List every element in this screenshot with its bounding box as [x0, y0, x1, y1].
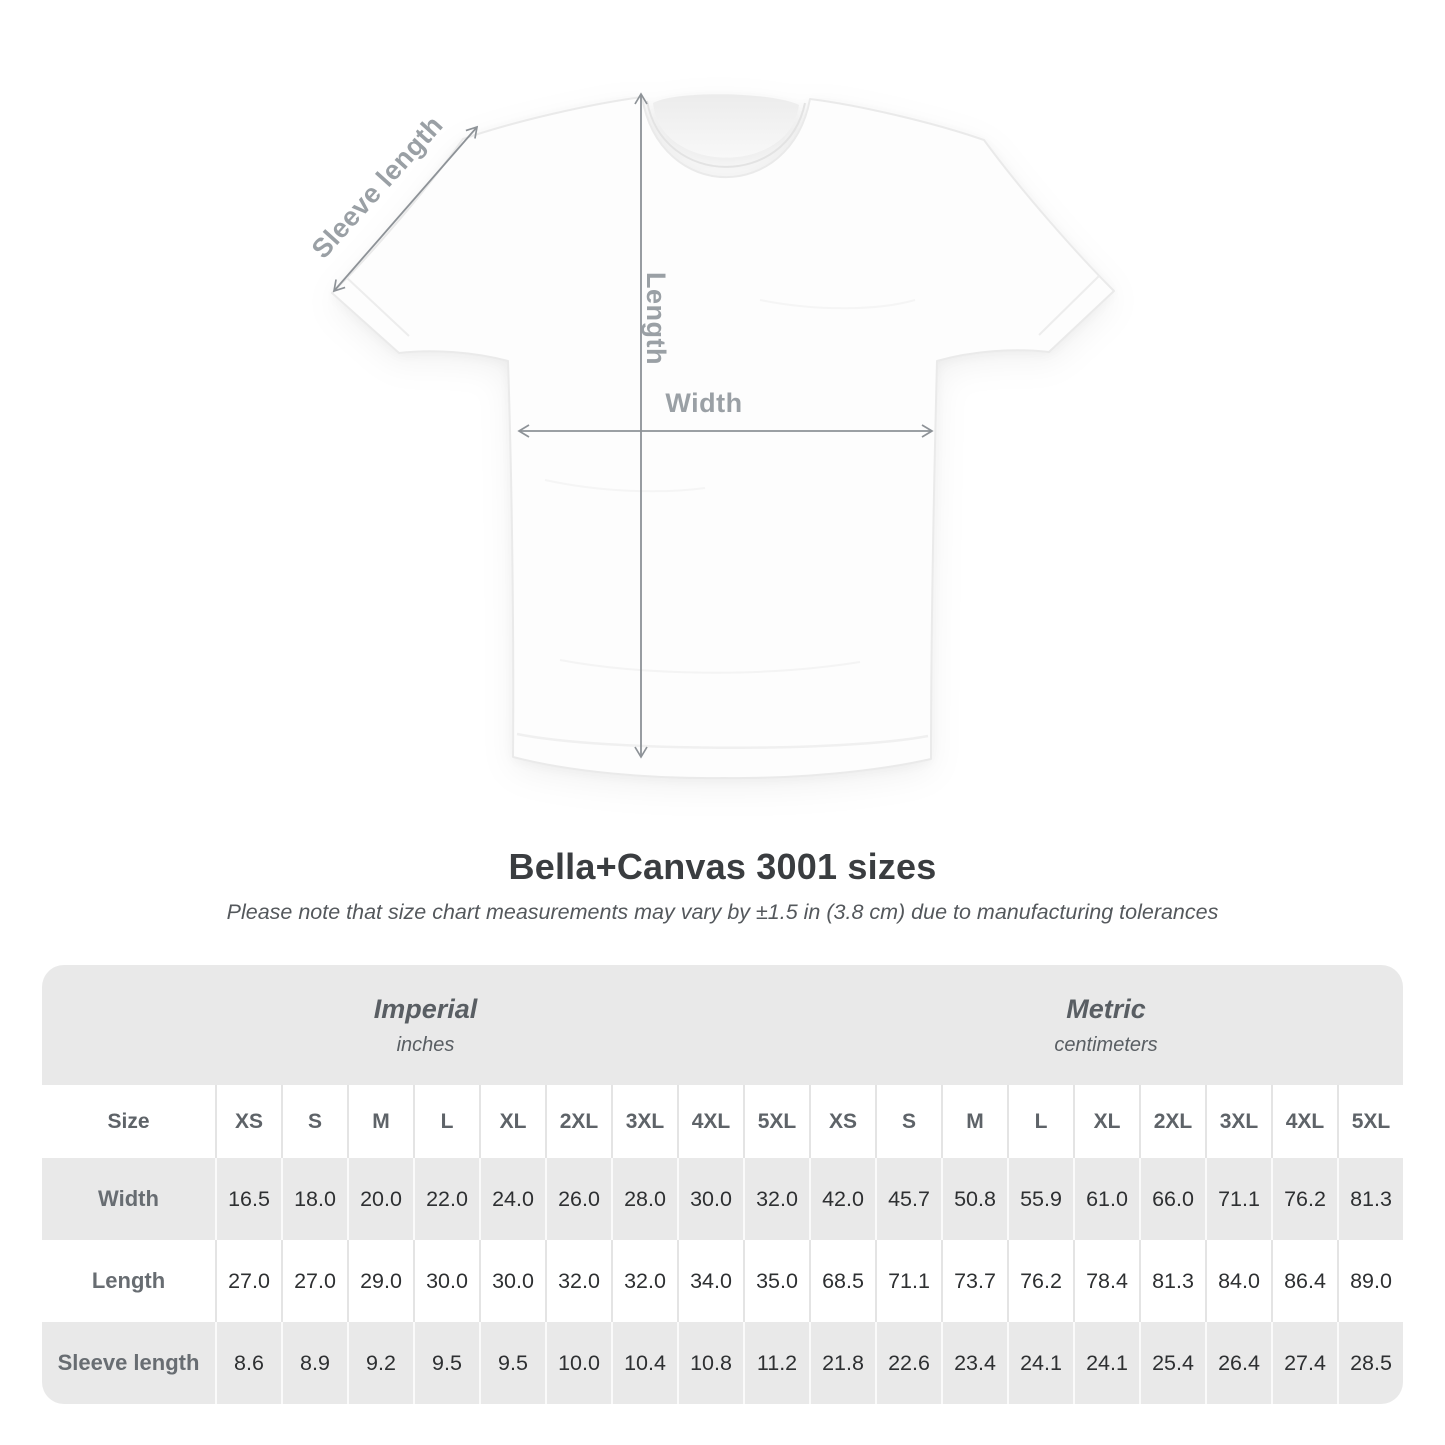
size-col-header: 4XL [1271, 1085, 1337, 1158]
value-cell-imperial: 8.6 [215, 1322, 281, 1404]
value-cell-imperial: 28.0 [611, 1158, 677, 1240]
value-cell-imperial: 26.0 [545, 1158, 611, 1240]
value-cell-imperial: 35.0 [743, 1240, 809, 1322]
value-cell-metric: 66.0 [1139, 1158, 1205, 1240]
value-cell-metric: 71.1 [875, 1240, 941, 1322]
sleeve-length-arrow [332, 125, 479, 293]
value-cell-imperial: 20.0 [347, 1158, 413, 1240]
value-cell-metric: 84.0 [1205, 1240, 1271, 1322]
row-label: Sleeve length [42, 1322, 215, 1404]
value-cell-imperial: 29.0 [347, 1240, 413, 1322]
value-cell-metric: 26.4 [1205, 1322, 1271, 1404]
value-cell-metric: 45.7 [875, 1158, 941, 1240]
value-cell-imperial: 24.0 [479, 1158, 545, 1240]
value-cell-imperial: 30.0 [413, 1240, 479, 1322]
value-cell-metric: 86.4 [1271, 1240, 1337, 1322]
value-cell-imperial: 22.0 [413, 1158, 479, 1240]
size-col-header: 4XL [677, 1085, 743, 1158]
size-col-header: M [941, 1085, 1007, 1158]
size-col-header: 2XL [1139, 1085, 1205, 1158]
value-cell-metric: 71.1 [1205, 1158, 1271, 1240]
value-cell-imperial: 9.2 [347, 1322, 413, 1404]
value-cell-metric: 68.5 [809, 1240, 875, 1322]
size-col-header: 3XL [1205, 1085, 1271, 1158]
value-cell-metric: 24.1 [1007, 1322, 1073, 1404]
size-col-header: 5XL [1337, 1085, 1403, 1158]
value-cell-metric: 76.2 [1271, 1158, 1337, 1240]
value-cell-imperial: 10.8 [677, 1322, 743, 1404]
unit-label: Imperial [373, 993, 478, 1024]
size-col-header: S [281, 1085, 347, 1158]
size-col-header: L [1007, 1085, 1073, 1158]
tshirt-diagram: Sleeve length Length Width [306, 92, 1115, 780]
value-cell-imperial: 32.0 [743, 1158, 809, 1240]
unit-label: Metric [1066, 993, 1146, 1024]
value-cell-imperial: 18.0 [281, 1158, 347, 1240]
value-cell-imperial: 32.0 [611, 1240, 677, 1322]
value-cell-metric: 22.6 [875, 1322, 941, 1404]
value-cell-imperial: 10.4 [611, 1322, 677, 1404]
tolerance-note: Please note that size chart measurements… [226, 900, 1219, 924]
width-label: Width [665, 388, 742, 418]
value-cell-metric: 50.8 [941, 1158, 1007, 1240]
value-cell-metric: 27.4 [1271, 1322, 1337, 1404]
size-col-header: 2XL [545, 1085, 611, 1158]
collar-shading [653, 94, 799, 158]
size-col-header: XS [809, 1085, 875, 1158]
title-block: Bella+Canvas 3001 sizes Please note that… [0, 840, 1445, 925]
value-cell-metric: 89.0 [1337, 1240, 1403, 1322]
value-cell-metric: 24.1 [1073, 1322, 1139, 1404]
size-col-header: L [413, 1085, 479, 1158]
value-cell-metric: 81.3 [1337, 1158, 1403, 1240]
value-cell-metric: 78.4 [1073, 1240, 1139, 1322]
value-cell-imperial: 9.5 [413, 1322, 479, 1404]
unit-group-metric: Metric centimeters [809, 965, 1403, 1085]
size-col-header: XL [1073, 1085, 1139, 1158]
value-cell-imperial: 11.2 [743, 1322, 809, 1404]
size-col-header: M [347, 1085, 413, 1158]
value-cell-imperial: 9.5 [479, 1322, 545, 1404]
unit-group-imperial: Imperial inches [42, 965, 809, 1085]
value-cell-metric: 25.4 [1139, 1322, 1205, 1404]
value-cell-imperial: 8.9 [281, 1322, 347, 1404]
value-cell-metric: 61.0 [1073, 1158, 1139, 1240]
value-cell-imperial: 16.5 [215, 1158, 281, 1240]
size-col-header: XL [479, 1085, 545, 1158]
value-cell-imperial: 30.0 [479, 1240, 545, 1322]
value-cell-metric: 21.8 [809, 1322, 875, 1404]
value-cell-imperial: 30.0 [677, 1158, 743, 1240]
value-cell-metric: 73.7 [941, 1240, 1007, 1322]
size-col-header: XS [215, 1085, 281, 1158]
value-cell-metric: 23.4 [941, 1322, 1007, 1404]
length-label: Length [641, 272, 671, 365]
size-header-cell: Size [42, 1085, 215, 1158]
value-cell-metric: 81.3 [1139, 1240, 1205, 1322]
size-col-header: 3XL [611, 1085, 677, 1158]
value-cell-imperial: 27.0 [215, 1240, 281, 1322]
value-cell-metric: 55.9 [1007, 1158, 1073, 1240]
tshirt-image [331, 94, 1115, 780]
unit-sublabel: centimeters [1054, 1033, 1158, 1056]
value-cell-imperial: 27.0 [281, 1240, 347, 1322]
value-cell-metric: 42.0 [809, 1158, 875, 1240]
value-cell-imperial: 10.0 [545, 1322, 611, 1404]
value-cell-metric: 76.2 [1007, 1240, 1073, 1322]
value-cell-imperial: 32.0 [545, 1240, 611, 1322]
size-col-header: 5XL [743, 1085, 809, 1158]
value-cell-metric: 28.5 [1337, 1322, 1403, 1404]
value-cell-imperial: 34.0 [677, 1240, 743, 1322]
page-title: Bella+Canvas 3001 sizes [508, 846, 937, 887]
size-table: Imperial inches Metric centimeters Size XS S M L… [42, 965, 1403, 1404]
size-col-header: S [875, 1085, 941, 1158]
row-label: Width [42, 1158, 215, 1240]
row-label: Length [42, 1240, 215, 1322]
unit-sublabel: inches [396, 1033, 455, 1056]
